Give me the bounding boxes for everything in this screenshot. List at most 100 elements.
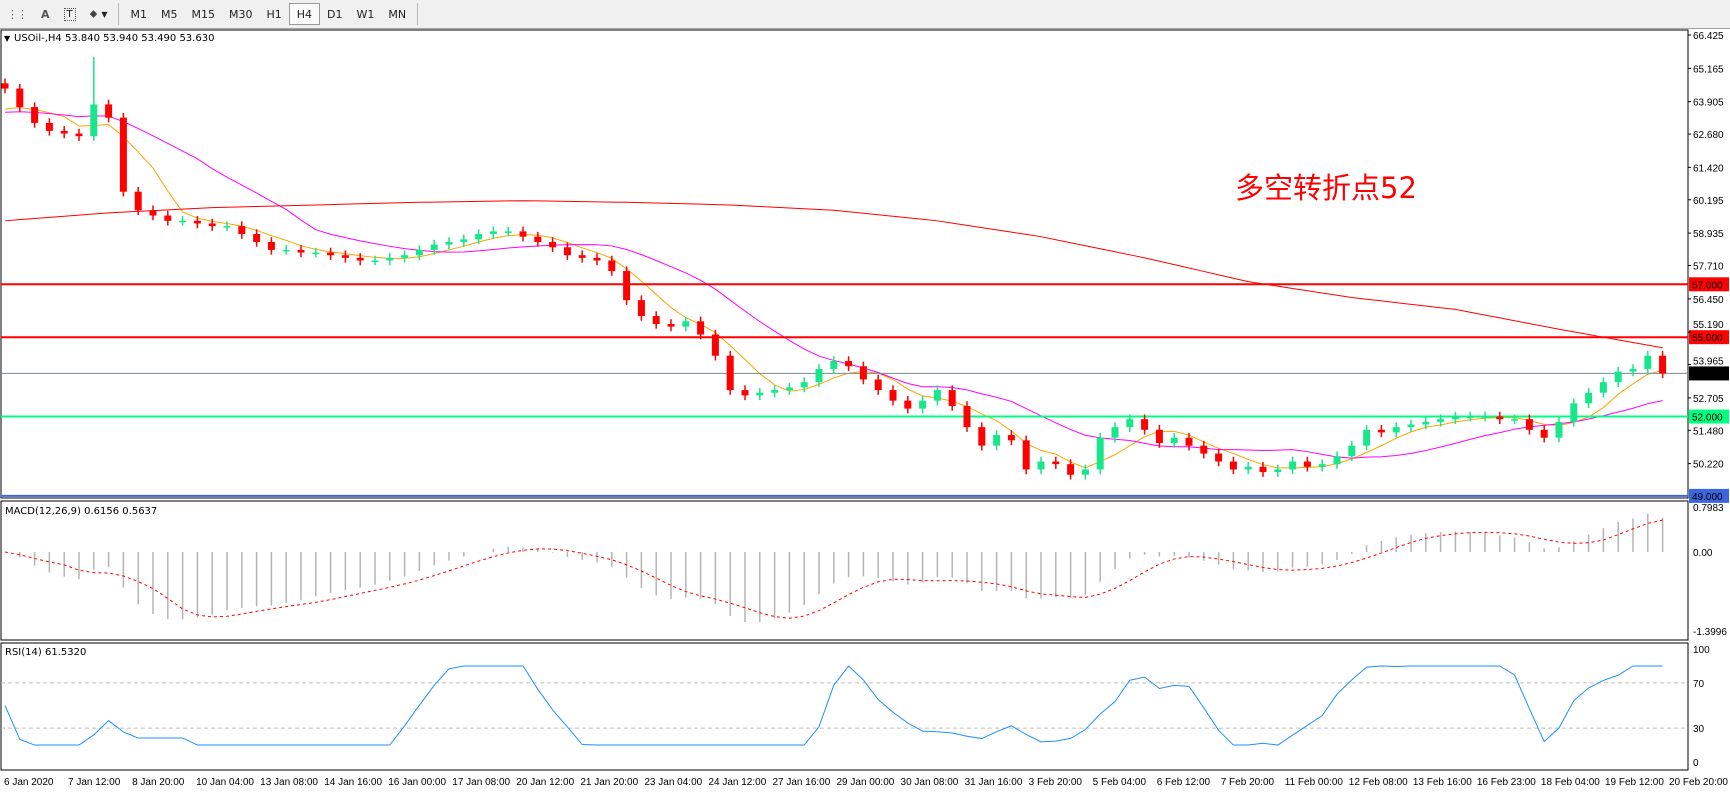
candle-body [297,249,305,253]
candle [1333,451,1341,469]
candle-body [208,223,216,227]
level-badge-bg [1689,277,1729,292]
candle-body [119,117,127,192]
text-box-tool[interactable]: T [57,3,83,25]
candle [608,255,616,276]
candle-body [504,231,512,233]
rsi-axis-label: 30 [1693,724,1705,735]
candle-body [312,252,320,255]
text-label-tool[interactable]: A [34,3,57,25]
candle-body [519,231,527,237]
macd-header: MACD(12,26,9) 0.6156 0.5637 [5,506,157,517]
timeframe-m15[interactable]: M15 [191,7,215,21]
candle [193,216,201,229]
candle-body [593,257,601,261]
candle-body [578,255,586,258]
time-axis-label: 8 Jan 20:00 [132,777,185,788]
toolbar-separator [417,3,419,25]
candle-body [756,392,764,396]
timeframe-mn[interactable]: MN [388,7,407,21]
candle-body [1348,445,1356,457]
candle [1229,456,1237,475]
candle [119,112,127,197]
candle-body [415,249,423,256]
candle [1096,432,1104,475]
macd-signal-line [4,519,1663,619]
candle-body [785,387,793,391]
candle-body [327,252,335,256]
candle [475,229,483,245]
level-badge: 52.000 [1692,413,1723,424]
price-axis-label: 55.190 [1693,320,1724,331]
candle-body [1200,445,1208,454]
candle [134,186,142,215]
candle-body [45,122,53,131]
candle [1422,417,1430,430]
timeframe-m5[interactable]: M5 [160,7,178,21]
candle-body [282,249,290,252]
time-axis-label: 11 Feb 00:00 [1285,777,1344,788]
candle-body [1111,427,1119,438]
rsi-axis-label: 70 [1693,679,1705,690]
timeframe-w1[interactable]: W1 [356,7,375,21]
candle [164,210,172,226]
timeframe-m30[interactable]: M30 [228,7,253,21]
candle-body [563,247,571,256]
candle [386,253,394,266]
level-badge: 57.000 [1692,280,1723,291]
candle [726,350,734,395]
rsi-header: RSI(14) 61.5320 [5,647,86,658]
toolbar: ⋮⋮ A T ⬥ ▼ M1 M5 M15 M30 H1 H4 D1 W1 MN [0,0,1730,29]
time-axis-label: 20 Jan 12:00 [516,777,574,788]
candle-body [726,355,734,391]
candle-body [75,133,83,137]
candle-body [1303,461,1311,467]
candle [327,247,335,260]
candle-body [667,323,675,327]
candle-body [149,210,157,216]
candle [652,311,660,329]
collapse-triangle-icon[interactable]: ▼ [4,34,11,43]
candle [1111,422,1119,443]
candle [179,216,187,226]
candle [1022,435,1030,475]
candle [549,237,557,253]
candle [60,126,68,139]
candle [948,385,956,411]
candle [223,221,231,231]
shapes-tool[interactable]: ⬥ ▼ [83,3,115,25]
time-axis-label: 6 Feb 12:00 [1157,777,1211,788]
candle-body [105,104,113,118]
candle [859,361,867,385]
candle-body [534,236,542,242]
candle [31,102,39,128]
time-axis-label: 3 Feb 20:00 [1029,777,1083,788]
time-axis-label: 14 Jan 16:00 [324,777,382,788]
candle [889,385,897,406]
time-axis-label: 5 Feb 04:00 [1093,777,1147,788]
candle-body [1155,429,1163,443]
candle [1244,462,1252,475]
candle-body [904,400,912,409]
time-axis-label: 19 Feb 12:00 [1605,777,1664,788]
candle-body [1377,429,1385,433]
candle-body [238,226,246,235]
timeframe-d1[interactable]: D1 [327,7,343,21]
time-axis-label: 7 Jan 12:00 [68,777,121,788]
candle-body [1570,403,1578,422]
price-axis-label: 51.480 [1693,426,1724,437]
rsi-pane [0,642,1689,771]
grid-dots-icon[interactable]: ⋮⋮ [7,7,28,21]
candle [1540,425,1548,443]
time-axis-label: 18 Feb 04:00 [1541,777,1600,788]
candle [341,250,349,263]
timeframe-h1[interactable]: H1 [266,7,282,21]
candle [1155,425,1163,448]
timeframe-h4[interactable]: H4 [288,3,321,25]
macd-axis-label: -1.3996 [1693,627,1727,638]
candle-body [1555,421,1563,438]
timeframe-m1[interactable]: M1 [130,7,147,21]
candle-body [1614,371,1622,383]
candle [1,78,9,94]
